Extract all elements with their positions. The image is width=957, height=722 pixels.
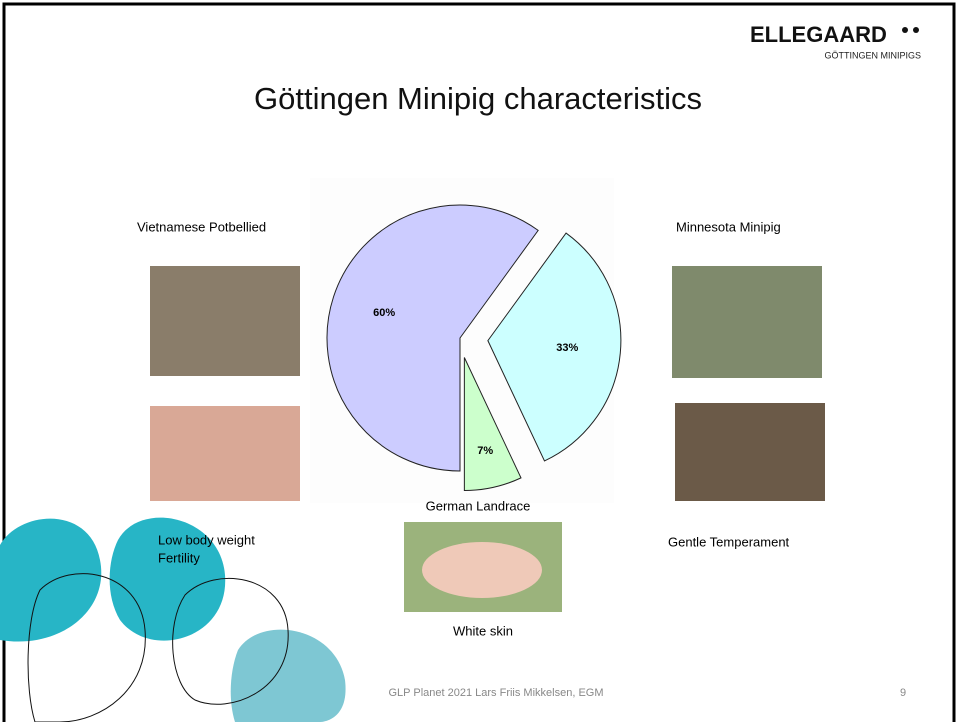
logo-tagline: GÖTTINGEN MINIPIGS [824,50,921,60]
page-number: 9 [900,687,906,699]
pie-slice [326,204,539,472]
decoration [230,629,346,722]
slide-title: Göttingen Minipig characteristics [254,81,702,116]
photo-subject [422,542,542,598]
logo-name: ELLEGAARD [750,22,887,47]
photo [672,266,822,378]
slice-label: 60% [373,307,395,319]
decoration [109,517,226,641]
slice-label: 33% [556,342,578,354]
decoration [27,573,146,722]
trait: Gentle Temperament [668,534,790,549]
footer: GLP Planet 2021 Lars Friis Mikkelsen, EG… [389,687,604,699]
decoration [0,518,102,642]
photo [150,266,300,376]
logo-dot [913,27,919,33]
pie-slice [463,357,522,492]
pie-chart: 60% 33% 7% [326,204,622,492]
trait: Fertility [158,550,200,565]
logo-dot [902,27,908,33]
photo [150,406,300,501]
category-label: Minnesota Minipig [676,219,781,234]
category-label: Vietnamese Potbellied [137,219,266,234]
category-label: German Landrace [426,498,531,513]
photo [675,403,825,501]
trait: Low body weight [158,532,255,547]
decoration [172,577,289,705]
trait: White skin [453,623,513,638]
pie-slice [487,232,622,462]
slice-label: 7% [477,445,493,457]
